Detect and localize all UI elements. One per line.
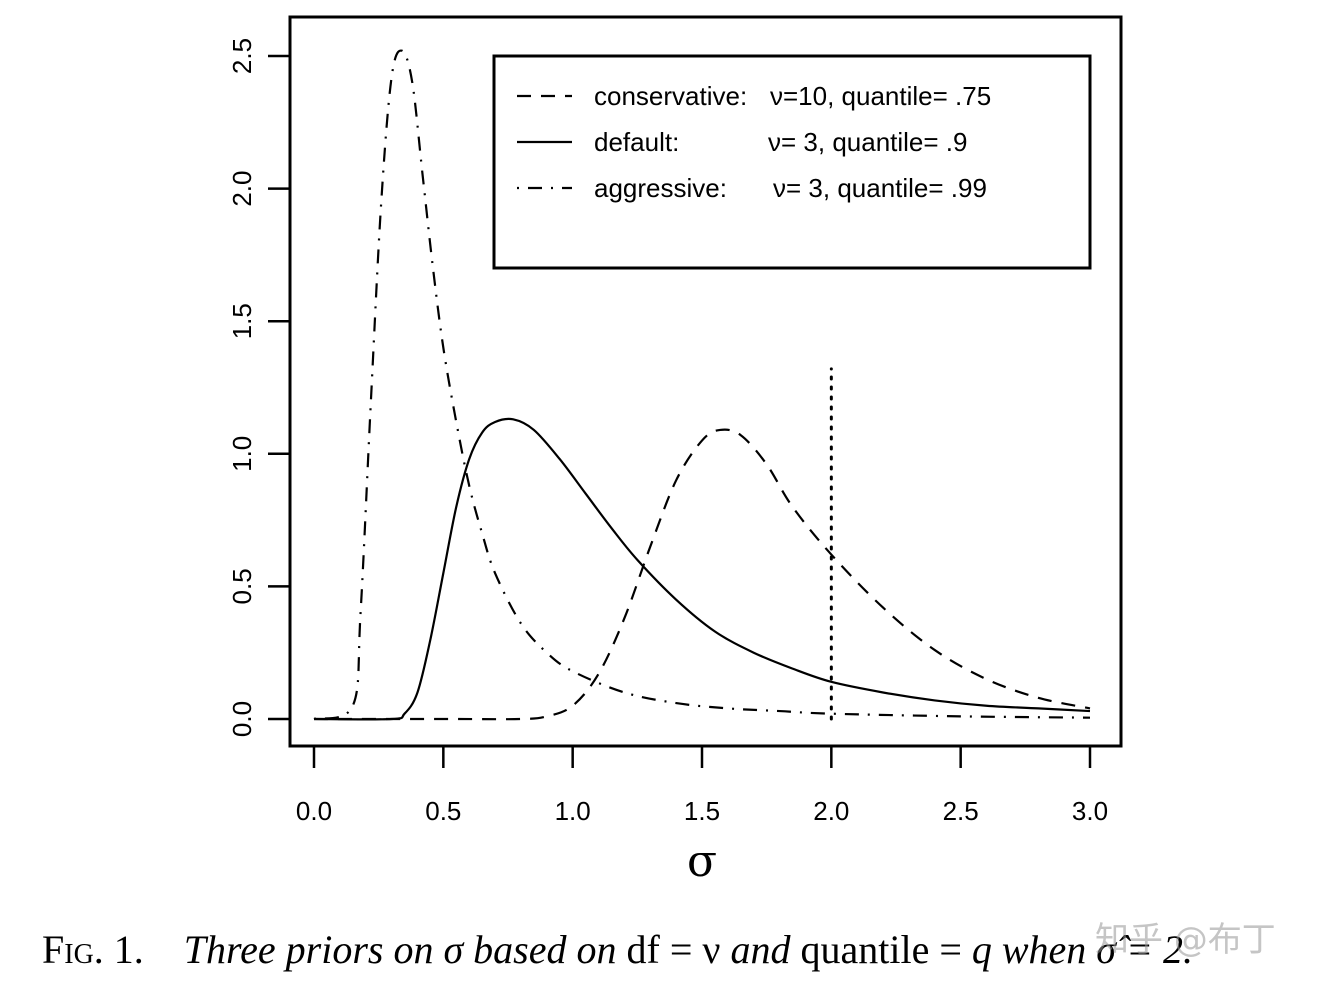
x-tick-label: 0.5 (425, 796, 461, 826)
caption-text-1: Three priors on σ based on (183, 927, 617, 972)
legend-params: ν= 3, quantile= .9 (768, 127, 967, 157)
curve-solid (313, 417, 1091, 721)
caption-text-5: q when σ̂ = 2. (971, 927, 1194, 972)
figure-label: Fig. 1. (42, 927, 144, 972)
legend-label: default: (594, 127, 679, 157)
y-tick-label: 0.5 (227, 568, 257, 604)
curves (313, 49, 1091, 721)
caption-text-2: df = ν (626, 927, 721, 972)
x-tick-label: 3.0 (1072, 796, 1108, 826)
y-tick-label: 1.5 (227, 303, 257, 339)
x-axis-label: σ (687, 836, 717, 887)
curve-dashed (313, 428, 1091, 721)
caption-text-3: and (730, 927, 791, 972)
plot-frame (288, 15, 1123, 748)
y-tick-label: 2.0 (227, 171, 257, 207)
x-tick-label: 2.5 (943, 796, 979, 826)
caption-text-4: quantile = (800, 927, 972, 972)
legend-label: conservative: (594, 81, 747, 111)
legend-box (492, 54, 1092, 270)
x-axis: 0.0 0.5 1.0 1.5 2.0 2.5 3.0 (296, 746, 1108, 826)
x-tick-label: 0.0 (296, 796, 332, 826)
x-tick-label: 1.5 (684, 796, 720, 826)
legend-params: ν=10, quantile= .75 (770, 81, 991, 111)
y-tick-label: 1.0 (227, 436, 257, 472)
x-tick-label: 2.0 (813, 796, 849, 826)
legend-params: ν= 3, quantile= .99 (773, 173, 987, 203)
figure-caption: Fig. 1. Three priors on σ based on df = ν… (42, 926, 1193, 973)
y-axis: 0.0 0.5 1.0 1.5 2.0 2.5 (227, 38, 290, 737)
y-tick-label: 2.5 (227, 38, 257, 74)
legend-label: aggressive: (594, 173, 727, 203)
curve-dotdash (313, 49, 1091, 721)
legend: conservative: ν=10, quantile= .75 default:… (492, 54, 1092, 270)
y-tick-label: 0.0 (227, 701, 257, 737)
watermark: 知乎 @布丁 (1095, 920, 1276, 960)
x-tick-label: 1.0 (555, 796, 591, 826)
